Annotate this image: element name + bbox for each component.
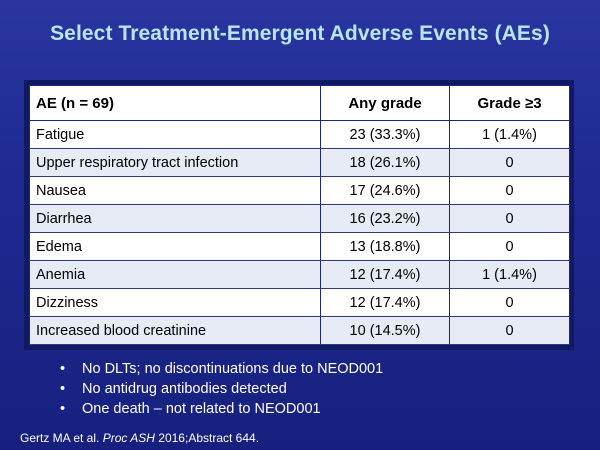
cell-any-grade: 16 (23.2%) [320,204,450,233]
bullet-item: • No DLTs; no discontinuations due to NE… [60,360,383,380]
cell-any-grade: 10 (14.5%) [320,316,450,345]
table-row: Increased blood creatinine 10 (14.5%) 0 [29,316,570,345]
cell-grade-3: 0 [449,148,570,177]
table-row: Upper respiratory tract infection 18 (26… [29,148,570,177]
table-row: Diarrhea 16 (23.2%) 0 [29,204,570,233]
bullet-marker: • [60,381,66,397]
cell-grade-3: 0 [449,204,570,233]
cell-any-grade: 17 (24.6%) [320,176,450,205]
slide-title: Select Treatment-Emergent Adverse Events… [50,22,550,45]
bullet-text: No DLTs; no discontinuations due to NEOD… [82,361,384,377]
cell-ae: Dizziness [29,288,321,317]
cell-grade-3: 1 (1.4%) [449,260,570,289]
adverse-events-table: AE (n = 69) Any grade Grade ≥3 Fatigue 2… [29,85,570,345]
cell-any-grade: 13 (18.8%) [320,232,450,261]
citation-details: 2016;Abstract 644. [154,431,260,445]
table-row: Fatigue 23 (33.3%) 1 (1.4%) [29,120,570,149]
table-header-row: AE (n = 69) Any grade Grade ≥3 [29,85,570,121]
table-row: Dizziness 12 (17.4%) 0 [29,288,570,317]
summary-bullets: • No DLTs; no discontinuations due to NE… [60,360,383,420]
table-row: Nausea 17 (24.6%) 0 [29,176,570,205]
header-any-grade: Any grade [320,85,450,121]
bullet-text: One death – not related to NEOD001 [82,401,321,417]
bullet-text: No antidrug antibodies detected [82,381,287,397]
bullet-marker: • [60,361,66,377]
bullet-marker: • [60,401,66,417]
cell-ae: Diarrhea [29,204,321,233]
cell-ae: Increased blood creatinine [29,316,321,345]
table-row: Edema 13 (18.8%) 0 [29,232,570,261]
table-row: Anemia 12 (17.4%) 1 (1.4%) [29,260,570,289]
header-ae: AE (n = 69) [29,85,321,121]
cell-grade-3: 1 (1.4%) [449,120,570,149]
adverse-events-table-container: AE (n = 69) Any grade Grade ≥3 Fatigue 2… [24,80,574,350]
cell-grade-3: 0 [449,232,570,261]
cell-ae: Nausea [29,176,321,205]
bullet-item: • One death – not related to NEOD001 [60,400,383,420]
cell-any-grade: 12 (17.4%) [320,260,450,289]
citation: Gertz MA et al. Proc ASH 2016;Abstract 6… [20,431,259,445]
cell-any-grade: 18 (26.1%) [320,148,450,177]
bullet-item: • No antidrug antibodies detected [60,380,383,400]
citation-authors: Gertz MA et al. [20,431,103,445]
header-grade-3: Grade ≥3 [449,85,570,121]
cell-any-grade: 12 (17.4%) [320,288,450,317]
citation-journal: Proc ASH [102,431,155,445]
cell-grade-3: 0 [449,176,570,205]
cell-ae: Edema [29,232,321,261]
cell-ae: Upper respiratory tract infection [29,148,321,177]
cell-any-grade: 23 (33.3%) [320,120,450,149]
cell-grade-3: 0 [449,316,570,345]
cell-ae: Anemia [29,260,321,289]
cell-grade-3: 0 [449,288,570,317]
cell-ae: Fatigue [29,120,321,149]
